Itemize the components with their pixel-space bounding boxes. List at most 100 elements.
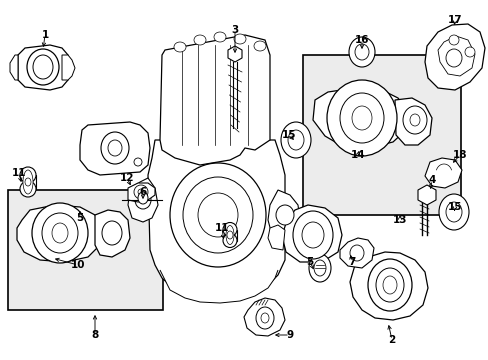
Ellipse shape bbox=[348, 37, 374, 67]
Ellipse shape bbox=[464, 47, 474, 57]
Ellipse shape bbox=[234, 34, 245, 44]
Ellipse shape bbox=[20, 167, 36, 183]
Text: 11: 11 bbox=[12, 168, 26, 178]
Polygon shape bbox=[339, 238, 373, 268]
Ellipse shape bbox=[445, 202, 461, 222]
Ellipse shape bbox=[409, 114, 419, 126]
Text: 9: 9 bbox=[286, 330, 293, 340]
Ellipse shape bbox=[302, 222, 324, 248]
Polygon shape bbox=[160, 35, 269, 165]
Bar bbox=[303, 55, 460, 215]
Text: 14: 14 bbox=[350, 150, 365, 160]
Text: 4: 4 bbox=[427, 175, 435, 185]
Bar bbox=[8, 190, 163, 310]
Text: 6: 6 bbox=[139, 187, 146, 197]
Text: 5: 5 bbox=[306, 257, 313, 267]
Ellipse shape bbox=[256, 307, 273, 329]
Ellipse shape bbox=[351, 106, 371, 130]
Ellipse shape bbox=[108, 140, 122, 156]
Ellipse shape bbox=[223, 234, 237, 248]
Polygon shape bbox=[424, 24, 484, 90]
Text: 10: 10 bbox=[71, 260, 85, 270]
Polygon shape bbox=[349, 252, 427, 320]
Ellipse shape bbox=[354, 44, 368, 60]
Polygon shape bbox=[128, 183, 155, 202]
Ellipse shape bbox=[134, 185, 148, 199]
Polygon shape bbox=[227, 46, 242, 62]
Text: 5: 5 bbox=[76, 213, 83, 223]
Polygon shape bbox=[18, 45, 68, 90]
Ellipse shape bbox=[287, 130, 304, 150]
Polygon shape bbox=[80, 122, 150, 175]
Ellipse shape bbox=[275, 205, 293, 225]
Ellipse shape bbox=[74, 217, 86, 233]
Ellipse shape bbox=[382, 276, 396, 294]
Polygon shape bbox=[20, 175, 36, 189]
Text: 2: 2 bbox=[387, 335, 395, 345]
Polygon shape bbox=[148, 140, 285, 297]
Polygon shape bbox=[62, 55, 75, 80]
Polygon shape bbox=[394, 98, 431, 145]
Ellipse shape bbox=[313, 260, 325, 276]
Text: 1: 1 bbox=[41, 30, 48, 40]
Polygon shape bbox=[282, 205, 341, 262]
Ellipse shape bbox=[214, 32, 225, 42]
Ellipse shape bbox=[25, 178, 31, 186]
Ellipse shape bbox=[174, 42, 185, 52]
Text: 8: 8 bbox=[91, 330, 99, 340]
Polygon shape bbox=[128, 178, 158, 222]
Polygon shape bbox=[223, 230, 237, 240]
Ellipse shape bbox=[448, 35, 458, 45]
Ellipse shape bbox=[33, 55, 53, 79]
Polygon shape bbox=[17, 205, 102, 262]
Text: 17: 17 bbox=[447, 15, 461, 25]
Ellipse shape bbox=[445, 49, 461, 67]
Polygon shape bbox=[267, 190, 299, 240]
Polygon shape bbox=[160, 270, 278, 303]
Ellipse shape bbox=[261, 313, 268, 323]
Ellipse shape bbox=[198, 193, 238, 237]
Ellipse shape bbox=[308, 254, 330, 282]
Ellipse shape bbox=[183, 177, 252, 253]
Ellipse shape bbox=[223, 222, 237, 237]
Text: 16: 16 bbox=[354, 35, 368, 45]
Ellipse shape bbox=[170, 163, 265, 267]
Polygon shape bbox=[267, 225, 285, 250]
Polygon shape bbox=[95, 210, 130, 257]
Text: 12: 12 bbox=[120, 173, 134, 183]
Ellipse shape bbox=[23, 170, 33, 194]
Ellipse shape bbox=[138, 189, 143, 195]
Polygon shape bbox=[424, 158, 461, 188]
Ellipse shape bbox=[226, 231, 232, 239]
Ellipse shape bbox=[339, 93, 383, 143]
Ellipse shape bbox=[194, 35, 205, 45]
Ellipse shape bbox=[20, 181, 36, 197]
Text: 7: 7 bbox=[347, 257, 355, 267]
Ellipse shape bbox=[138, 192, 148, 204]
Text: 18: 18 bbox=[452, 150, 467, 160]
Ellipse shape bbox=[367, 259, 411, 311]
Ellipse shape bbox=[135, 191, 151, 209]
Ellipse shape bbox=[134, 158, 142, 166]
Ellipse shape bbox=[225, 225, 234, 244]
Ellipse shape bbox=[292, 211, 332, 259]
Ellipse shape bbox=[102, 221, 122, 245]
Ellipse shape bbox=[326, 80, 396, 156]
Polygon shape bbox=[312, 88, 407, 148]
Ellipse shape bbox=[27, 49, 59, 85]
Ellipse shape bbox=[32, 203, 88, 263]
Text: 11: 11 bbox=[214, 223, 229, 233]
Ellipse shape bbox=[402, 106, 426, 134]
Ellipse shape bbox=[101, 132, 129, 164]
Polygon shape bbox=[437, 36, 474, 76]
Text: 13: 13 bbox=[392, 215, 407, 225]
Ellipse shape bbox=[281, 122, 310, 158]
Text: 3: 3 bbox=[231, 25, 238, 35]
Polygon shape bbox=[10, 55, 18, 80]
Ellipse shape bbox=[438, 194, 468, 230]
Ellipse shape bbox=[69, 211, 91, 239]
Ellipse shape bbox=[375, 268, 403, 302]
Ellipse shape bbox=[253, 41, 265, 51]
Polygon shape bbox=[244, 298, 285, 336]
Polygon shape bbox=[417, 185, 435, 205]
